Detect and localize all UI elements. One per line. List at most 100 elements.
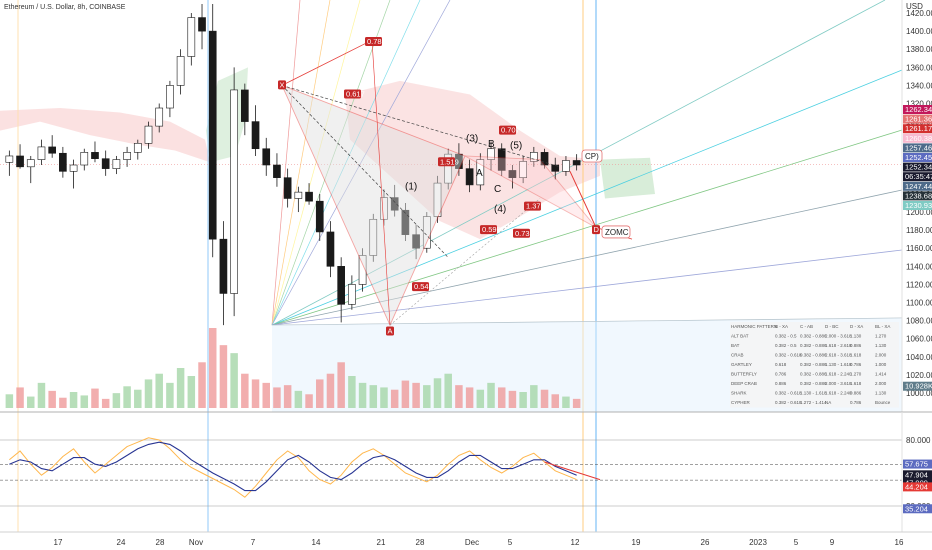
volume-bar-44 [476,389,485,408]
candle-body [241,89,249,122]
harmonic-cell-0-5: 1.270 [875,334,887,339]
candle-body [230,89,238,294]
harmonic-cell-6-2: 1.130 - 1.618 [800,391,827,396]
time-axis-ticks[interactable]: 17 24 28 Nov 7 14 21 28 Dec 5 12 19 26 2023 5 9 16 [54,538,904,547]
price-badge-bg [903,105,932,114]
volume-bar-27 [294,390,303,408]
osc-badge-bg [903,482,932,492]
price-tick-5: 1320.00 [906,100,932,109]
volume-bar-11 [123,386,131,408]
candle-20 [219,221,228,326]
candle-9 [101,150,110,176]
price-badge-6: 1252.34 [903,162,932,172]
callout-cp: CP) [581,149,603,163]
time-tick-11: 19 [632,538,641,547]
volume-bar-19 [208,328,217,408]
candle-50 [540,148,549,169]
price-badge-bg [903,114,932,124]
price-tick-2: 1380.00 [906,45,932,54]
osc-badge-label: 44.204 [905,482,928,491]
volume-bar-16 [176,368,185,408]
volume-bars [5,328,581,408]
ratio-label-text: 0.617 [346,89,365,98]
harmonic-cell-5-3: 2.000 - 3.618 [825,381,852,386]
candle-40 [433,175,442,223]
price-tick-4: 1340.00 [906,81,932,90]
ratio-label-text: 0.736 [515,229,534,238]
price-badge-bg [903,124,932,134]
candle-body [487,148,495,160]
candle-1 [16,144,24,169]
candle-4 [48,135,56,158]
candle-13 [144,121,153,149]
volume-bar-51 [551,394,559,408]
ratio-label-bg [499,125,516,135]
osc-badge-1: 47.904 [903,470,932,480]
time-tick-10: 12 [571,538,580,547]
harmonic-cell-6-0: SHARK [731,391,747,396]
time-tick-16: 16 [895,538,904,547]
candle-10 [112,155,121,175]
ratio-label-bg [480,225,497,235]
harmonic-cell-4-5: 1.414 [875,372,887,377]
candle-body [155,107,164,127]
candle-34 [369,213,378,262]
price-tick-0: 1420.00 [906,9,932,18]
price-badge-7: 06:35:47 [903,172,932,182]
pattern-point-bg [278,80,286,90]
candle-body [176,56,185,86]
harmonic-cell-4-3: 1.618 - 2.240 [825,372,852,377]
ichimoku-cloud-green-2 [600,157,655,199]
fan-up-line-2 [271,0,361,326]
osc-tick-0: 80.000 [906,436,931,445]
volume-bar-52 [562,396,570,408]
candle-12 [133,139,142,160]
candle-body [519,161,527,178]
price-badge-bg [903,172,932,182]
candle-body [112,159,121,169]
candle-body [251,121,260,150]
candle-19 [208,4,217,258]
price-badge-bg [903,381,932,391]
harmonic-table-bg [730,322,899,408]
candle-11 [123,146,131,167]
harmonic-cell-3-5: 1.000 [875,362,887,367]
candle-body [390,197,399,211]
candle-24 [262,137,271,176]
callout-omc-box [601,225,631,239]
ratio-label-bg [412,282,429,292]
price-badge-3: 1260.38 [903,133,932,143]
price-badge-10: 1230.93 [903,201,932,210]
candle-36 [390,184,399,217]
ratio-label-text: 0.707 [501,126,520,135]
volume-bar-0 [5,394,14,408]
volume-bar-42 [455,385,463,408]
candle-3 [37,139,46,166]
candle-43 [465,159,474,193]
candle-body [369,218,378,256]
fan-line-1 [271,69,903,326]
harmonic-header-1: B - XA [775,324,788,329]
time-tick-15: 9 [830,538,835,547]
price-badge-2: 1261.17 [903,124,932,134]
volume-bar-33 [358,382,367,408]
harmonic-cell-7-4: 0.786 [850,400,862,405]
candle-body [530,152,538,162]
price-tick-11: 1200.00 [906,208,932,217]
ratio-label-1: 0.617 [344,89,365,99]
wave-label-a: A [476,168,483,179]
price-badge-4: 1257.46 [903,143,932,153]
candle-body [48,146,56,154]
price-tick-3: 1360.00 [906,63,932,72]
price-badge-label: 1247.44 [905,182,932,191]
harmonic-header-5: BL - XA [875,324,890,329]
volume-bar-25 [273,387,281,408]
candle-46 [497,143,506,176]
candle-18 [198,4,206,50]
volume-bar-3 [37,382,46,408]
harmonic-cell-3-1: 0.618 [775,362,787,367]
pattern-point-A: A [386,326,394,336]
candle-body [551,164,560,172]
candle-48 [519,155,527,184]
